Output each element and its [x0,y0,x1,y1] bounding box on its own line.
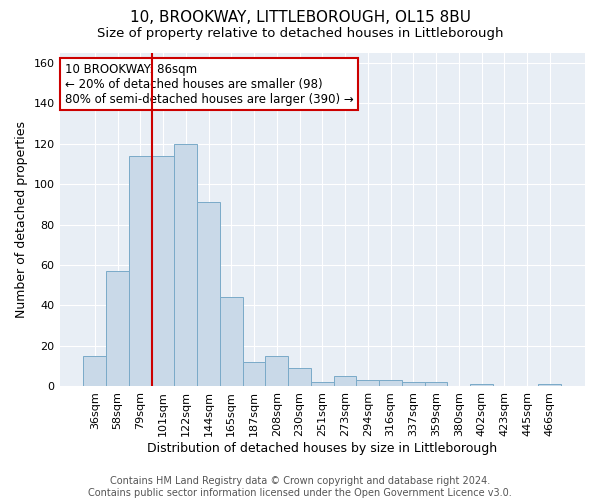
Text: 10 BROOKWAY: 86sqm
← 20% of detached houses are smaller (98)
80% of semi-detache: 10 BROOKWAY: 86sqm ← 20% of detached hou… [65,62,353,106]
Bar [402,382,425,386]
Bar [129,156,152,386]
Bar [334,376,356,386]
Bar [311,382,334,386]
Bar [242,362,265,386]
Bar [83,356,106,386]
Bar [356,380,379,386]
Bar [425,382,448,386]
Bar [197,202,220,386]
Y-axis label: Number of detached properties: Number of detached properties [15,121,28,318]
Bar [265,356,288,386]
Text: 10, BROOKWAY, LITTLEBOROUGH, OL15 8BU: 10, BROOKWAY, LITTLEBOROUGH, OL15 8BU [130,10,470,25]
Bar [288,368,311,386]
Bar [175,144,197,386]
Bar [106,271,129,386]
Bar [379,380,402,386]
Text: Size of property relative to detached houses in Littleborough: Size of property relative to detached ho… [97,28,503,40]
Text: Contains HM Land Registry data © Crown copyright and database right 2024.
Contai: Contains HM Land Registry data © Crown c… [88,476,512,498]
Bar [470,384,493,386]
X-axis label: Distribution of detached houses by size in Littleborough: Distribution of detached houses by size … [147,442,497,455]
Bar [538,384,561,386]
Bar [152,156,175,386]
Bar [220,298,242,386]
